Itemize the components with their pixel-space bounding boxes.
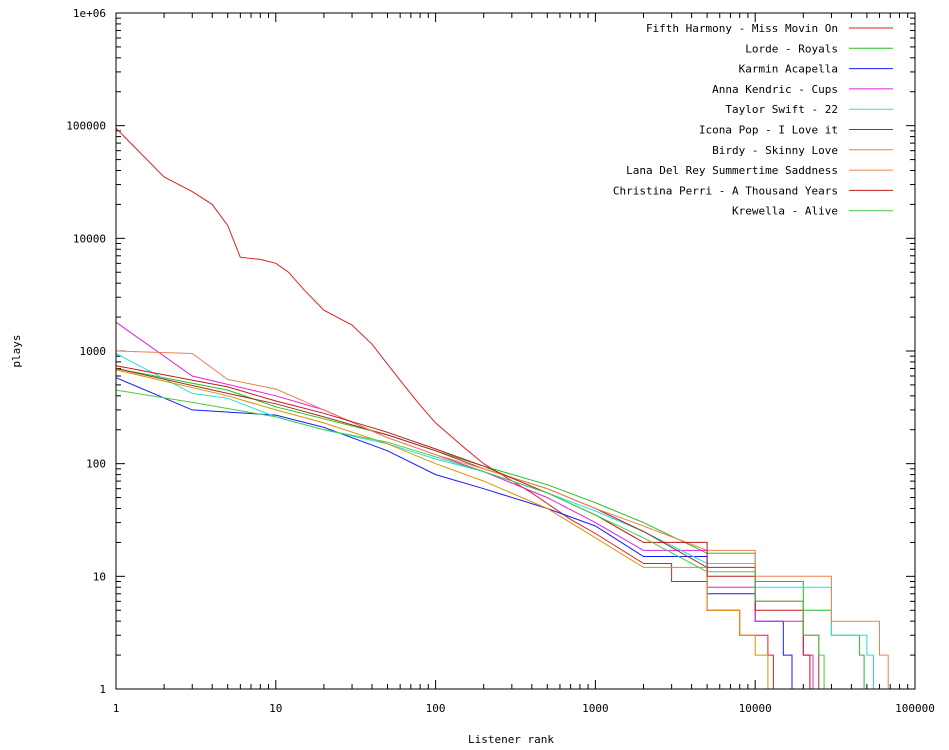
legend-label: Icona Pop - I Love it [699, 124, 838, 137]
legend: Fifth Harmony - Miss Movin On Lorde - Roy… [613, 22, 893, 218]
x-tick-label: 1000 [582, 702, 609, 715]
series-lines [115, 127, 889, 689]
legend-label: Anna Kendric - Cups [712, 83, 838, 96]
y-axis-title: plays [10, 334, 23, 367]
x-tick-label: 10000 [739, 702, 772, 715]
legend-label: Krewella - Alive [732, 205, 838, 218]
legend-label: Lorde - Royals [745, 42, 838, 55]
legend-label: Fifth Harmony - Miss Movin On [646, 22, 838, 35]
y-tick-label: 1 [99, 683, 106, 696]
legend-label: Karmin Acapella [739, 63, 838, 76]
x-axis-title: Listener rank [468, 733, 554, 746]
tick-labels: 1 10 100 1000 10000 100000 1 10 100 1000 10000 1000… [66, 7, 935, 715]
x-tick-label: 1 [113, 702, 120, 715]
legend-label: Birdy - Skinny Love [712, 144, 838, 157]
series-line-2 [115, 377, 793, 689]
series-line-7 [115, 350, 889, 689]
x-tick-label: 10 [269, 702, 282, 715]
x-tick-label: 100000 [895, 702, 935, 715]
y-tick-label: 100 [86, 458, 106, 471]
y-tick-label: 1e+06 [73, 7, 106, 20]
x-tick-label: 100 [426, 702, 446, 715]
legend-label: Lana Del Rey Summertime Saddness [626, 164, 838, 177]
y-tick-label: 10 [93, 570, 106, 583]
y-tick-label: 10000 [73, 232, 106, 245]
plot-frame [115, 12, 916, 690]
axis-ticks [115, 13, 915, 690]
y-tick-label: 100000 [66, 120, 106, 133]
legend-label: Christina Perri - A Thousand Years [613, 184, 838, 197]
y-tick-label: 1000 [80, 345, 107, 358]
series-line-6 [115, 369, 769, 689]
legend-label: Taylor Swift - 22 [725, 103, 838, 116]
series-line-9 [115, 389, 825, 689]
